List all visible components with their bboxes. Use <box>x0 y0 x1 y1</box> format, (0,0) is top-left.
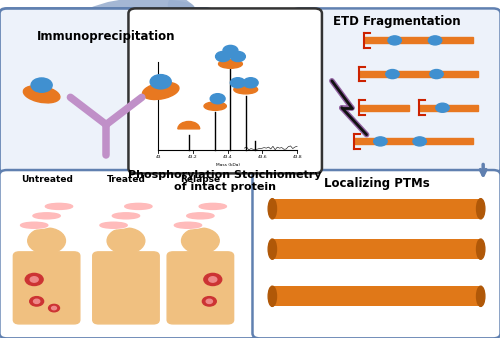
Text: Mass (kDa): Mass (kDa) <box>216 163 240 167</box>
Ellipse shape <box>33 213 60 219</box>
Circle shape <box>52 307 57 310</box>
FancyArrowPatch shape <box>12 5 186 159</box>
Ellipse shape <box>112 213 140 219</box>
Circle shape <box>28 228 66 254</box>
Ellipse shape <box>40 200 78 210</box>
Ellipse shape <box>476 239 485 259</box>
Ellipse shape <box>174 222 202 228</box>
Bar <box>364 38 474 44</box>
Bar <box>192 247 210 259</box>
Circle shape <box>430 70 443 79</box>
Circle shape <box>386 70 399 79</box>
Ellipse shape <box>234 85 258 94</box>
Ellipse shape <box>46 203 72 210</box>
Circle shape <box>34 299 40 304</box>
Circle shape <box>388 36 402 45</box>
Text: Treated: Treated <box>106 174 146 184</box>
Circle shape <box>209 277 217 282</box>
Ellipse shape <box>20 222 48 228</box>
FancyBboxPatch shape <box>14 252 80 324</box>
Text: ETD Fragmentation: ETD Fragmentation <box>332 15 460 28</box>
Circle shape <box>26 273 43 286</box>
Bar <box>359 105 409 111</box>
Wedge shape <box>178 121 200 129</box>
Ellipse shape <box>120 200 157 210</box>
Circle shape <box>230 78 245 88</box>
Circle shape <box>230 51 246 62</box>
Ellipse shape <box>268 199 276 219</box>
Ellipse shape <box>182 210 219 219</box>
Ellipse shape <box>204 102 227 110</box>
Ellipse shape <box>108 210 144 219</box>
Circle shape <box>206 299 212 304</box>
Circle shape <box>374 137 387 146</box>
Circle shape <box>216 51 230 62</box>
Circle shape <box>436 103 449 112</box>
Bar <box>272 199 480 219</box>
Ellipse shape <box>170 219 206 229</box>
Ellipse shape <box>100 222 127 228</box>
Circle shape <box>31 78 52 92</box>
Ellipse shape <box>476 286 485 306</box>
Circle shape <box>182 228 219 254</box>
Circle shape <box>150 75 171 89</box>
Ellipse shape <box>268 239 276 259</box>
Text: Immunoprecipitation: Immunoprecipitation <box>37 30 175 43</box>
Circle shape <box>223 45 238 55</box>
Circle shape <box>30 297 44 306</box>
Ellipse shape <box>199 203 226 210</box>
FancyBboxPatch shape <box>0 170 258 338</box>
FancyBboxPatch shape <box>92 252 159 324</box>
Ellipse shape <box>95 219 132 229</box>
FancyBboxPatch shape <box>252 170 500 338</box>
Ellipse shape <box>94 252 158 267</box>
Ellipse shape <box>268 286 276 306</box>
FancyBboxPatch shape <box>292 8 500 173</box>
Ellipse shape <box>14 252 79 267</box>
FancyBboxPatch shape <box>167 252 234 324</box>
FancyBboxPatch shape <box>0 8 213 173</box>
Circle shape <box>413 137 426 146</box>
Ellipse shape <box>476 199 485 219</box>
Ellipse shape <box>24 86 60 103</box>
Text: Localizing PTMs: Localizing PTMs <box>324 177 430 190</box>
Bar <box>272 286 480 306</box>
Bar <box>272 239 480 259</box>
Bar <box>38 247 56 259</box>
Ellipse shape <box>16 219 53 229</box>
Circle shape <box>30 277 38 282</box>
Text: 43: 43 <box>156 155 161 159</box>
Ellipse shape <box>142 82 179 99</box>
Text: Phosphorylation Stoichiometry
of intact protein: Phosphorylation Stoichiometry of intact … <box>128 170 322 192</box>
Ellipse shape <box>28 210 65 219</box>
Circle shape <box>244 78 258 88</box>
Ellipse shape <box>194 200 232 210</box>
Circle shape <box>428 36 442 45</box>
Bar <box>359 71 478 77</box>
Ellipse shape <box>186 213 214 219</box>
Text: 43.8: 43.8 <box>292 155 302 159</box>
Text: 43.4: 43.4 <box>223 155 232 159</box>
Ellipse shape <box>124 203 152 210</box>
Text: Untreated: Untreated <box>20 174 72 184</box>
Circle shape <box>48 305 60 312</box>
Ellipse shape <box>218 59 242 68</box>
Text: Relapse: Relapse <box>180 174 220 184</box>
Text: 43.2: 43.2 <box>188 155 198 159</box>
Text: 43.6: 43.6 <box>258 155 267 159</box>
Circle shape <box>204 273 222 286</box>
Circle shape <box>202 297 216 306</box>
FancyBboxPatch shape <box>128 8 322 173</box>
Bar <box>418 105 478 111</box>
Circle shape <box>107 228 145 254</box>
Bar <box>354 138 474 144</box>
Bar <box>117 247 135 259</box>
Circle shape <box>210 94 225 104</box>
Ellipse shape <box>168 252 232 267</box>
